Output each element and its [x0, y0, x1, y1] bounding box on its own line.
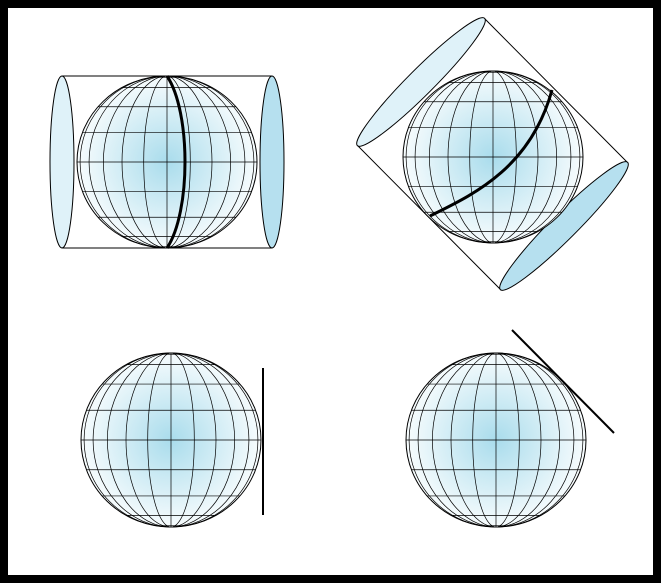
tangent-plane-line [511, 329, 615, 434]
cylinder-left-end [49, 75, 75, 249]
tangent-meridian-line [165, 75, 187, 249]
globe [80, 352, 262, 528]
cylinder-right-end [259, 75, 285, 249]
globe [402, 70, 584, 244]
cylinder-upper-end [356, 17, 486, 147]
panel-normal-plane [80, 352, 264, 528]
panel-normal-cylinder [49, 75, 285, 249]
globe [405, 352, 587, 528]
panel-oblique-cylinder [356, 17, 629, 291]
globe [76, 75, 258, 249]
tangent-great-circle-line [429, 89, 554, 218]
panel-oblique-plane [405, 329, 615, 528]
